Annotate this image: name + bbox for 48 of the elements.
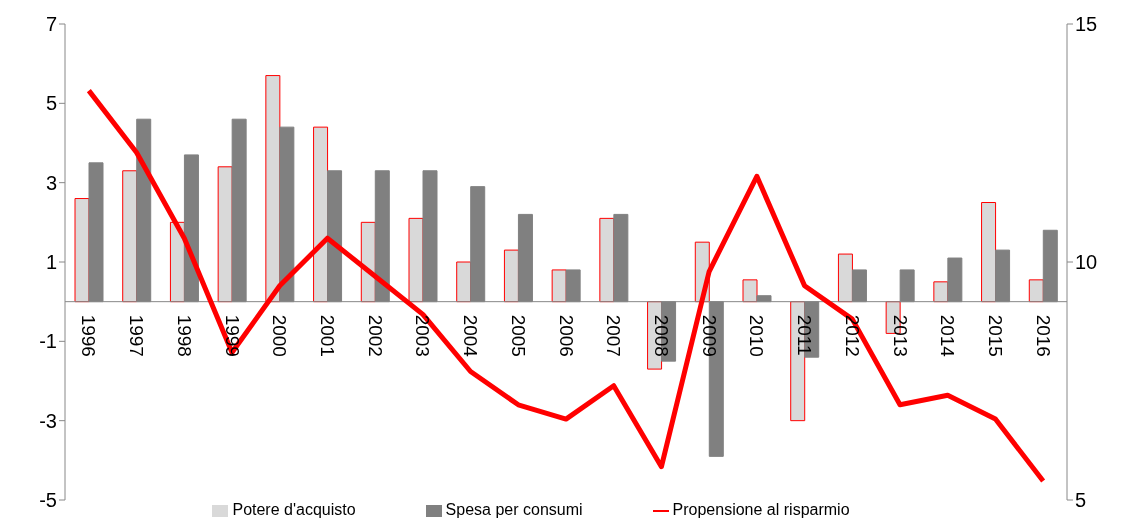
- x-tick-label: 2005: [507, 314, 529, 357]
- legend-label: Propensione al risparmio: [672, 501, 850, 518]
- x-tick-label: 1999: [221, 314, 243, 357]
- legend-label: Spesa per consumi: [445, 501, 583, 518]
- bar: [74, 198, 90, 303]
- x-tick-label: 2000: [269, 314, 291, 357]
- x-tick-label: 2015: [984, 314, 1006, 357]
- y-tick-label: -1: [39, 330, 57, 353]
- x-tick-label: 1998: [173, 314, 195, 357]
- y-tick-label: -3: [39, 409, 57, 432]
- bar: [408, 217, 424, 303]
- bar: [503, 249, 519, 303]
- bar: [217, 166, 233, 303]
- bar: [599, 217, 615, 303]
- x-tick-label: 1996: [78, 314, 100, 357]
- y-tick-label: 5: [45, 92, 57, 115]
- bar: [1028, 279, 1044, 303]
- x-tick-label: 2014: [937, 314, 959, 358]
- bar: [837, 253, 853, 303]
- x-tick-label: 2007: [603, 314, 625, 357]
- y-tick-label: 3: [45, 171, 57, 194]
- x-tick-label: 2002: [364, 314, 386, 357]
- bar: [551, 269, 567, 303]
- x-tick-label: 2001: [316, 314, 338, 357]
- x-tick-label: 2004: [460, 314, 482, 358]
- bar: [933, 281, 949, 303]
- bar: [456, 261, 472, 303]
- y2-tick-label: 5: [1075, 489, 1087, 512]
- y2-tick-label: 15: [1075, 13, 1098, 36]
- y-tick-label: 1: [45, 251, 57, 274]
- x-tick-label: 2012: [841, 314, 863, 357]
- x-tick-label: 2008: [650, 314, 672, 357]
- x-tick-label: 2006: [555, 314, 577, 357]
- x-tick-label: 2009: [698, 314, 720, 357]
- x-tick-label: 1997: [126, 314, 148, 357]
- bar: [122, 170, 138, 303]
- x-tick-label: 2010: [746, 314, 768, 357]
- bar: [742, 279, 758, 303]
- x-tick-label: 2013: [889, 314, 911, 357]
- x-tick-label: 2011: [794, 314, 816, 356]
- y-tick-label: -5: [39, 489, 57, 512]
- y2-tick-label: 10: [1075, 251, 1098, 274]
- legend-label: Potere d'acquisto: [232, 501, 356, 518]
- bar: [981, 202, 997, 303]
- bar: [313, 126, 329, 303]
- x-tick-label: 2003: [412, 314, 434, 357]
- x-tick-label: 2016: [1032, 314, 1054, 357]
- y-tick-label: 7: [45, 13, 57, 36]
